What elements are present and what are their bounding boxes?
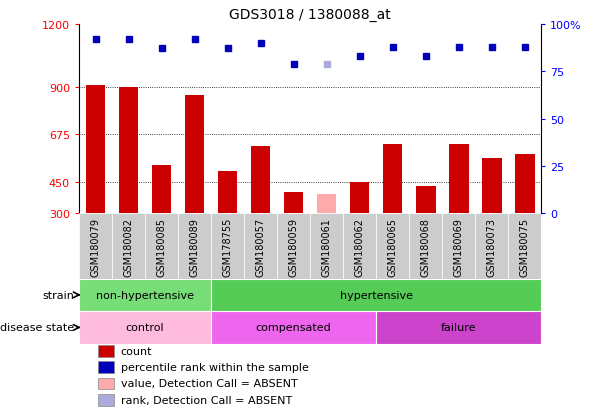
Bar <box>97 361 114 373</box>
Text: GSM180075: GSM180075 <box>520 217 530 276</box>
Text: strain: strain <box>43 290 74 300</box>
Bar <box>382 145 402 214</box>
Bar <box>376 311 541 344</box>
Text: GSM180069: GSM180069 <box>454 217 464 276</box>
Text: GSM180057: GSM180057 <box>255 217 266 276</box>
Text: GSM180061: GSM180061 <box>322 217 331 276</box>
Text: GSM180068: GSM180068 <box>421 217 430 276</box>
Text: GSM180059: GSM180059 <box>289 217 299 276</box>
Text: GSM180079: GSM180079 <box>91 217 100 276</box>
Bar <box>211 214 244 279</box>
Text: disease state: disease state <box>0 323 74 332</box>
Text: rank, Detection Call = ABSENT: rank, Detection Call = ABSENT <box>120 395 292 405</box>
Text: GSM180065: GSM180065 <box>387 217 398 276</box>
Bar <box>508 214 541 279</box>
Bar <box>97 394 114 406</box>
Bar <box>376 214 409 279</box>
Text: GSM180089: GSM180089 <box>190 217 199 276</box>
Bar <box>449 145 469 214</box>
Bar <box>317 195 336 214</box>
Bar <box>218 172 238 214</box>
Bar <box>79 214 112 279</box>
Text: failure: failure <box>441 323 476 332</box>
Text: count: count <box>120 346 152 356</box>
Text: GSM180062: GSM180062 <box>354 217 365 276</box>
Text: GSM180082: GSM180082 <box>123 217 134 276</box>
Bar <box>350 183 370 214</box>
Bar <box>211 279 541 311</box>
Text: hypertensive: hypertensive <box>340 290 413 300</box>
Bar <box>119 88 139 214</box>
Text: value, Detection Call = ABSENT: value, Detection Call = ABSENT <box>120 379 297 389</box>
Text: control: control <box>126 323 164 332</box>
Bar <box>97 345 114 357</box>
Text: percentile rank within the sample: percentile rank within the sample <box>120 362 308 372</box>
Text: GSM180085: GSM180085 <box>156 217 167 276</box>
Title: GDS3018 / 1380088_at: GDS3018 / 1380088_at <box>229 8 391 22</box>
Text: non-hypertensive: non-hypertensive <box>96 290 194 300</box>
Bar <box>185 96 204 214</box>
Bar <box>250 147 271 214</box>
Bar <box>310 214 343 279</box>
Bar <box>515 155 534 214</box>
Bar <box>211 311 376 344</box>
Bar <box>79 279 211 311</box>
Bar <box>416 187 435 214</box>
Bar <box>475 214 508 279</box>
Bar <box>442 214 475 279</box>
Text: compensated: compensated <box>256 323 331 332</box>
Text: GSM178755: GSM178755 <box>223 217 233 276</box>
Bar <box>86 86 105 214</box>
Text: GSM180073: GSM180073 <box>486 217 497 276</box>
Bar <box>409 214 442 279</box>
Bar <box>343 214 376 279</box>
Bar <box>151 166 171 214</box>
Bar <box>277 214 310 279</box>
Bar <box>244 214 277 279</box>
Bar <box>284 193 303 214</box>
Bar <box>97 377 114 389</box>
Bar <box>482 158 502 214</box>
Bar <box>145 214 178 279</box>
Bar <box>112 214 145 279</box>
Bar <box>178 214 211 279</box>
Bar <box>79 311 211 344</box>
